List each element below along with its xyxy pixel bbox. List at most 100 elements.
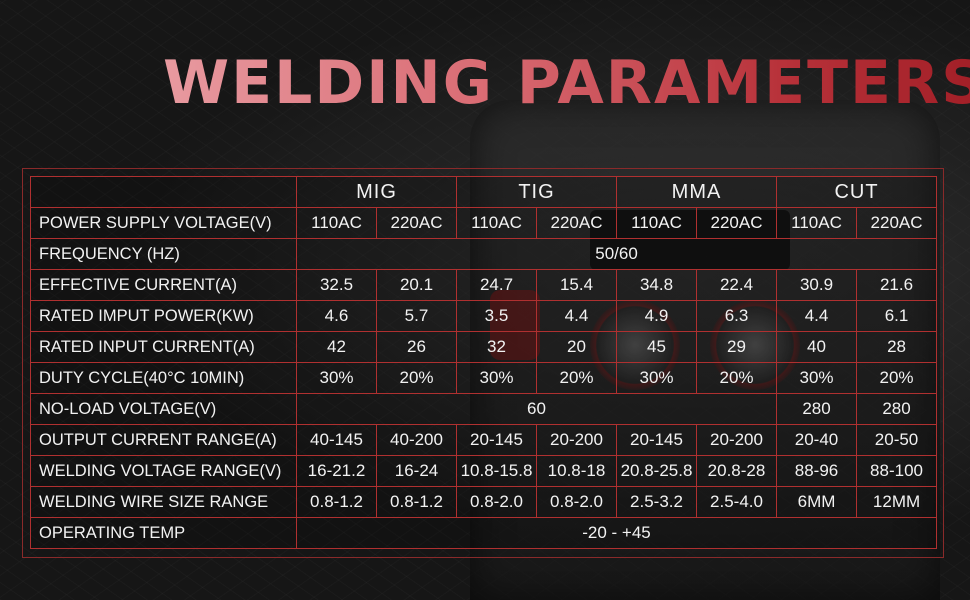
table-cell: 220AC	[695, 207, 778, 239]
group-mma: MMA	[615, 176, 778, 208]
table-cell: 20-50	[856, 424, 938, 456]
table-cell: 45	[616, 331, 697, 363]
table-cell: 220AC	[856, 207, 938, 239]
row-label: DUTY CYCLE(40°C 10MIN)	[30, 362, 297, 394]
table-cell: 20-200	[536, 424, 617, 456]
group-tig: TIG	[456, 176, 617, 208]
table-cell: 110AC	[776, 207, 858, 239]
table-cell: 32.5	[296, 269, 377, 301]
header-corner	[30, 176, 297, 208]
table-cell: -20 - +45	[295, 517, 938, 549]
table-cell: 28	[856, 331, 938, 363]
row-label: OPERATING TEMP	[30, 517, 297, 549]
table-cell: 30%	[296, 362, 377, 394]
table-cell: 20-200	[695, 424, 778, 456]
table-row: FREQUENCY (HZ) 50/60	[30, 238, 938, 270]
group-mig: MIG	[296, 176, 457, 208]
table-row: EFFECTIVE CURRENT(A) 32.5 20.1 24.7 15.4…	[30, 269, 938, 301]
table-cell: 21.6	[856, 269, 938, 301]
table-cell: 34.8	[616, 269, 697, 301]
table-cell: 20%	[856, 362, 938, 394]
row-label: EFFECTIVE CURRENT(A)	[30, 269, 297, 301]
table-cell: 12MM	[856, 486, 938, 518]
table-cell: 0.8-2.0	[456, 486, 537, 518]
table-cell: 280	[856, 393, 938, 425]
table-cell: 40	[776, 331, 858, 363]
table-row: OPERATING TEMP -20 - +45	[30, 517, 938, 549]
table-row: RATED INPUT CURRENT(A) 42 26 32 20 45 29…	[30, 331, 938, 363]
table-row: DUTY CYCLE(40°C 10MIN) 30% 20% 30% 20% 3…	[30, 362, 938, 394]
table-cell: 26	[376, 331, 457, 363]
table-cell: 30%	[456, 362, 537, 394]
table-cell: 6.1	[856, 300, 938, 332]
table-cell: 6MM	[776, 486, 858, 518]
table-cell: 110AC	[456, 207, 537, 239]
row-label: POWER SUPPLY VOLTAGE(V)	[30, 207, 297, 239]
table-cell: 4.4	[776, 300, 858, 332]
table-cell: 2.5-3.2	[616, 486, 697, 518]
table-cell: 220AC	[376, 207, 457, 239]
table-cell: 15.4	[536, 269, 617, 301]
row-label: NO-LOAD VOLTAGE(V)	[30, 393, 297, 425]
row-label: WELDING VOLTAGE RANGE(V)	[30, 455, 297, 487]
table-frame	[22, 168, 944, 558]
table-cell: 110AC	[296, 207, 377, 239]
table-cell: 88-100	[856, 455, 938, 487]
table-cell: 0.8-1.2	[296, 486, 377, 518]
table-cell: 3.5	[456, 300, 537, 332]
table-cell: 30.9	[776, 269, 858, 301]
table-cell: 20.1	[376, 269, 457, 301]
table-cell: 16-21.2	[296, 455, 377, 487]
table-cell: 0.8-1.2	[376, 486, 457, 518]
table-cell: 20.8-28	[695, 455, 778, 487]
table-cell: 30%	[776, 362, 858, 394]
table-row: WELDING VOLTAGE RANGE(V) 16-21.2 16-24 1…	[30, 455, 938, 487]
table-row: RATED IMPUT POWER(KW) 4.6 5.7 3.5 4.4 4.…	[30, 300, 938, 332]
table-cell: 20.8-25.8	[616, 455, 697, 487]
table-cell: 220AC	[536, 207, 617, 239]
table-cell: 88-96	[776, 455, 858, 487]
row-label: OUTPUT CURRENT RANGE(A)	[30, 424, 297, 456]
page-title: WELDING PARAMETERS	[163, 44, 970, 122]
table-cell: 20-145	[456, 424, 537, 456]
table-cell: 50/60	[295, 238, 938, 270]
row-label: RATED INPUT CURRENT(A)	[30, 331, 297, 363]
table-cell: 30%	[616, 362, 697, 394]
table-cell: 20%	[536, 362, 617, 394]
table-cell: 6.3	[695, 300, 778, 332]
table-cell: 40-145	[296, 424, 377, 456]
table-cell: 24.7	[456, 269, 537, 301]
table-cell: 42	[296, 331, 377, 363]
table-cell: 110AC	[616, 207, 697, 239]
table-cell: 20	[536, 331, 617, 363]
table-cell: 5.7	[376, 300, 457, 332]
table-cell: 0.8-2.0	[536, 486, 617, 518]
table-cell: 32	[456, 331, 537, 363]
row-label: FREQUENCY (HZ)	[30, 238, 297, 270]
table-cell: 280	[776, 393, 858, 425]
table-cell: 20%	[376, 362, 457, 394]
table-row: MIG TIG MMA CUT	[30, 176, 938, 208]
table-cell: 4.4	[536, 300, 617, 332]
table-row: OUTPUT CURRENT RANGE(A) 40-145 40-200 20…	[30, 424, 938, 456]
group-cut: CUT	[776, 176, 938, 208]
table-cell: 20-40	[776, 424, 858, 456]
table-cell: 4.6	[296, 300, 377, 332]
table-cell: 29	[695, 331, 778, 363]
table-row: NO-LOAD VOLTAGE(V) 60 280 280	[30, 393, 938, 425]
table-cell: 20%	[695, 362, 778, 394]
table-cell: 20-145	[616, 424, 697, 456]
table-cell: 60	[295, 393, 778, 425]
table-row: WELDING WIRE SIZE RANGE 0.8-1.2 0.8-1.2 …	[30, 486, 938, 518]
table-cell: 40-200	[376, 424, 457, 456]
table-cell: 10.8-18	[536, 455, 617, 487]
table-cell: 22.4	[695, 269, 778, 301]
table-cell: 16-24	[376, 455, 457, 487]
table-cell: 4.9	[616, 300, 697, 332]
row-label: RATED IMPUT POWER(KW)	[30, 300, 297, 332]
table-row: POWER SUPPLY VOLTAGE(V) 110AC 220AC 110A…	[30, 207, 938, 239]
table-cell: 10.8-15.8	[456, 455, 537, 487]
row-label: WELDING WIRE SIZE RANGE	[30, 486, 297, 518]
parameters-table: MIG TIG MMA CUT POWER SUPPLY VOLTAGE(V) …	[30, 176, 938, 549]
table-cell: 2.5-4.0	[695, 486, 778, 518]
